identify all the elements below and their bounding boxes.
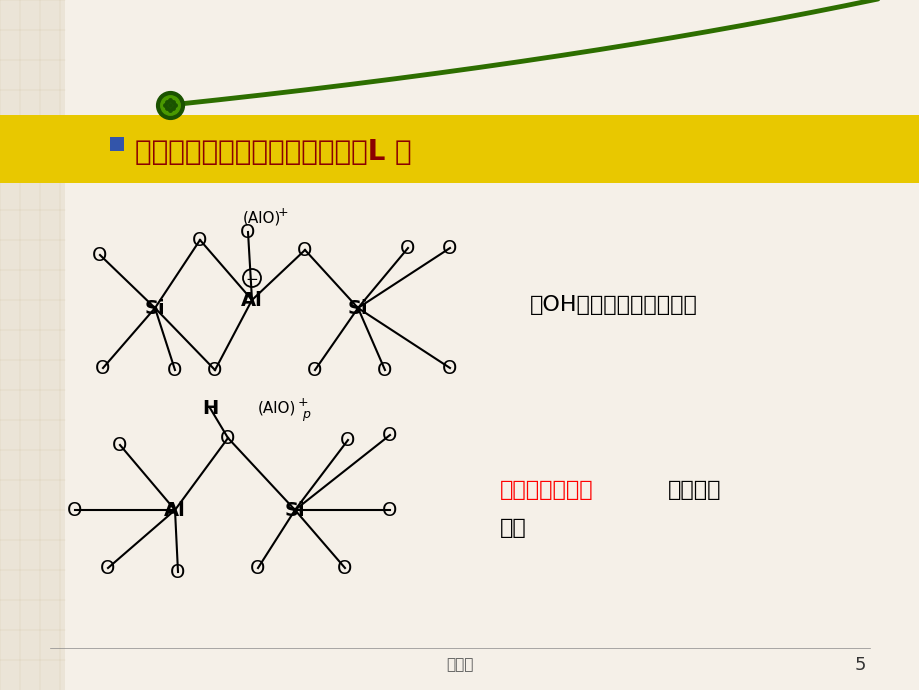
- Text: Si: Si: [347, 299, 368, 317]
- Text: O: O: [112, 435, 128, 455]
- Text: O: O: [170, 562, 186, 582]
- Text: H: H: [201, 399, 218, 417]
- Text: (AlO): (AlO): [257, 400, 296, 415]
- Text: O: O: [192, 230, 208, 250]
- Text: 脱出: 脱出: [499, 518, 527, 538]
- Text: O: O: [96, 359, 110, 377]
- Text: Al: Al: [164, 500, 186, 520]
- Text: O: O: [307, 360, 323, 380]
- Text: O: O: [100, 558, 116, 578]
- Text: O: O: [250, 558, 266, 578]
- Text: O: O: [220, 428, 235, 448]
- Text: O: O: [382, 500, 397, 520]
- Text: −: −: [245, 271, 258, 286]
- Text: O: O: [382, 426, 397, 444]
- Text: 骨架外铝离子会强化酸位，形成L 酸: 骨架外铝离子会强化酸位，形成L 酸: [135, 138, 411, 166]
- Text: O: O: [67, 500, 83, 520]
- Text: O: O: [167, 360, 183, 380]
- Text: (AlO): (AlO): [243, 210, 281, 226]
- Bar: [110, 137, 124, 151]
- Text: +: +: [298, 395, 308, 408]
- Text: O: O: [207, 360, 222, 380]
- Text: 三配位的铝离子: 三配位的铝离子: [499, 480, 593, 500]
- Text: Al: Al: [241, 290, 263, 310]
- Text: O: O: [340, 431, 356, 449]
- Text: O: O: [442, 359, 457, 377]
- Text: O: O: [400, 239, 415, 257]
- Bar: [0, 115, 919, 183]
- Text: O: O: [297, 241, 312, 259]
- Text: +: +: [278, 206, 289, 219]
- Text: 5: 5: [854, 656, 865, 674]
- Text: 与OH基酸位相互经强化后: 与OH基酸位相互经强化后: [529, 295, 698, 315]
- Text: O: O: [442, 239, 457, 257]
- Text: O: O: [92, 246, 108, 264]
- Text: O: O: [377, 360, 392, 380]
- Text: Si: Si: [284, 500, 305, 520]
- Text: p: p: [301, 408, 310, 420]
- Text: O: O: [337, 558, 352, 578]
- Text: O: O: [240, 222, 255, 242]
- Text: 从骨架上: 从骨架上: [667, 480, 720, 500]
- Bar: [0, 0, 65, 690]
- Text: 培训类: 培训类: [446, 658, 473, 673]
- Text: Si: Si: [144, 299, 165, 317]
